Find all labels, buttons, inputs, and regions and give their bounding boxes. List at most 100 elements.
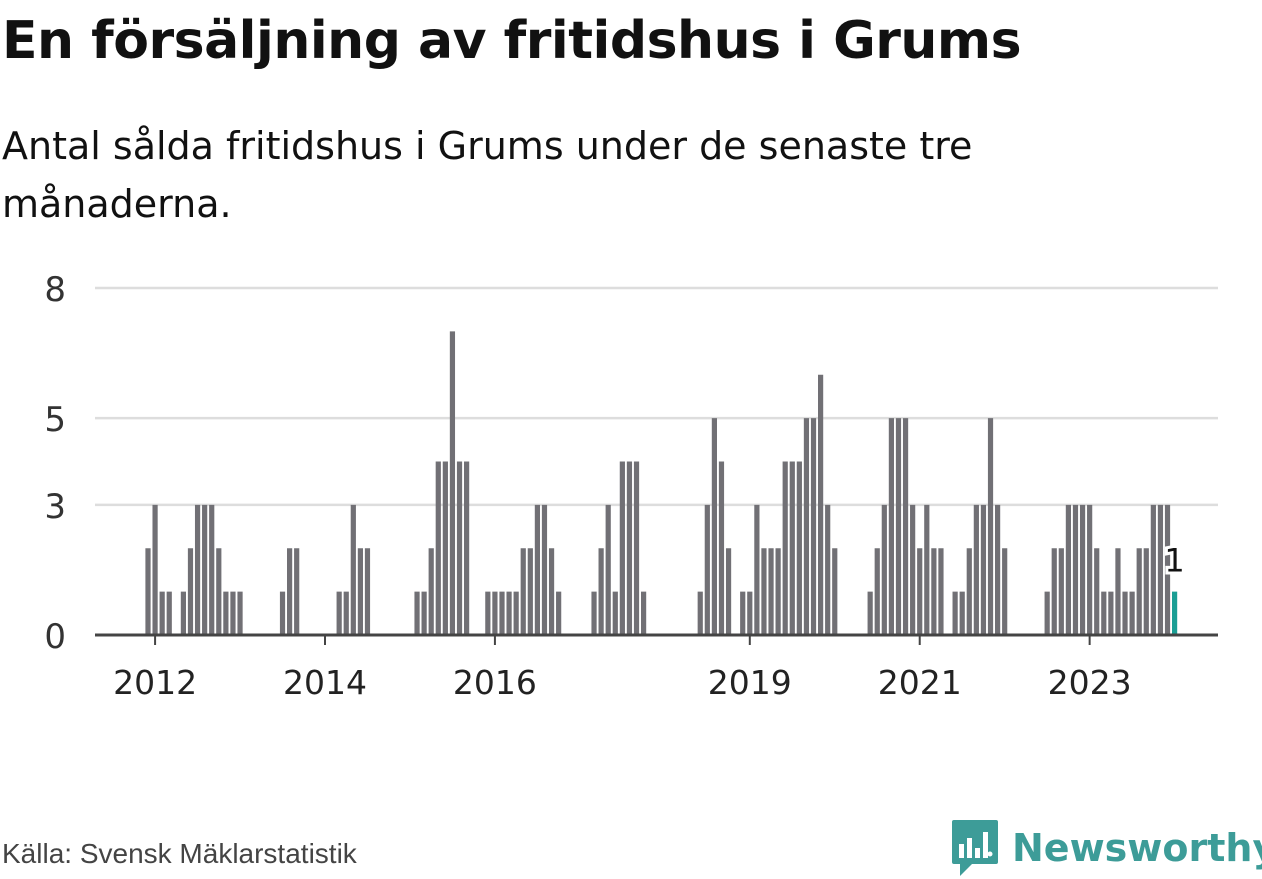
bar	[619, 461, 625, 635]
bar	[1094, 548, 1100, 635]
newsworthy-logo[interactable]: Newsworthy	[950, 818, 1262, 878]
x-axis-ticks: 2012 2014 2016 2019 2021 2023	[113, 635, 1132, 702]
grid-lines	[95, 286, 1218, 507]
bar	[435, 461, 441, 635]
bar-chart: 0 3 5 8 2012 2014 2016 2019 2021 2023 1	[44, 270, 1218, 702]
bar	[449, 331, 456, 635]
highlight-value-label: 1	[1164, 542, 1184, 580]
bar	[527, 548, 533, 635]
bar	[725, 548, 732, 635]
bar	[995, 504, 1001, 635]
y-axis-ticks: 0 3 5 8	[44, 270, 66, 657]
y-tick-label: 5	[44, 400, 66, 440]
bar	[1072, 504, 1079, 635]
bar	[633, 461, 640, 635]
bar	[796, 461, 802, 635]
bar	[910, 504, 916, 635]
bar	[428, 548, 434, 635]
bar	[825, 504, 831, 635]
bar	[556, 591, 562, 635]
bar	[1157, 504, 1164, 635]
bar	[1051, 548, 1057, 635]
bar	[294, 548, 300, 635]
bar	[1143, 548, 1149, 635]
bar	[202, 504, 208, 635]
bar	[1150, 504, 1156, 635]
newsworthy-logo-text: Newsworthy	[1012, 826, 1262, 870]
source-note: Källa: Svensk Mäklarstatistik	[2, 838, 357, 869]
bar	[987, 418, 994, 635]
bar	[216, 548, 222, 635]
bar	[966, 548, 972, 635]
bar	[194, 504, 201, 635]
bar	[1108, 591, 1114, 635]
bar	[931, 548, 937, 635]
bars	[145, 331, 1178, 635]
bar	[612, 591, 618, 635]
y-tick-label: 8	[44, 270, 66, 310]
bar	[832, 548, 838, 635]
bar	[1101, 591, 1107, 635]
bar	[789, 461, 795, 635]
bar	[464, 461, 470, 635]
bar	[187, 548, 194, 635]
bar	[230, 591, 236, 635]
bar	[1044, 591, 1050, 635]
y-tick-label: 0	[44, 617, 66, 657]
bar	[818, 374, 824, 635]
bar	[973, 504, 979, 635]
x-tick-label: 2021	[878, 663, 962, 702]
x-tick-label: 2016	[453, 663, 537, 702]
bar	[810, 418, 817, 635]
highlight-label-group: 1	[1161, 539, 1187, 583]
bar	[1058, 548, 1064, 635]
bar	[1129, 591, 1135, 635]
bar	[952, 591, 958, 635]
bar	[959, 591, 965, 635]
chart-title: En försäljning av fritidshus i Grums	[2, 11, 1022, 71]
bar	[456, 461, 463, 635]
bar	[641, 591, 647, 635]
x-tick-label: 2012	[113, 663, 197, 702]
bar	[591, 591, 597, 635]
bar	[782, 461, 788, 635]
bar	[279, 591, 286, 635]
bar	[485, 591, 491, 635]
bar	[1122, 591, 1128, 635]
bar	[895, 418, 902, 635]
bar	[881, 504, 887, 635]
bar	[626, 461, 633, 635]
bar	[924, 504, 930, 635]
bar	[718, 461, 725, 635]
bar	[548, 548, 555, 635]
bar	[740, 591, 746, 635]
bar	[1136, 548, 1142, 635]
bar	[754, 504, 760, 635]
bar	[605, 504, 611, 635]
bar	[1164, 504, 1171, 635]
bar	[541, 504, 548, 635]
newsworthy-logo-icon	[952, 820, 998, 876]
bar	[1002, 548, 1008, 635]
bar	[336, 591, 342, 635]
bar	[1115, 548, 1121, 635]
bar	[442, 461, 448, 635]
bar	[166, 591, 172, 635]
bar	[704, 504, 710, 635]
bar	[520, 548, 526, 635]
bar	[598, 548, 604, 635]
bar	[145, 548, 151, 635]
bar	[980, 504, 987, 635]
chart-subtitle: Antal sålda fritidshus i Grums under de …	[2, 124, 973, 226]
bar	[803, 418, 810, 635]
bar	[775, 548, 781, 635]
bar	[343, 591, 349, 635]
bar	[209, 504, 215, 635]
bar	[364, 548, 371, 635]
bar	[874, 548, 880, 635]
bar	[938, 548, 944, 635]
bar	[1065, 504, 1071, 635]
bar	[768, 548, 774, 635]
bar	[747, 591, 753, 635]
bar	[499, 591, 505, 635]
